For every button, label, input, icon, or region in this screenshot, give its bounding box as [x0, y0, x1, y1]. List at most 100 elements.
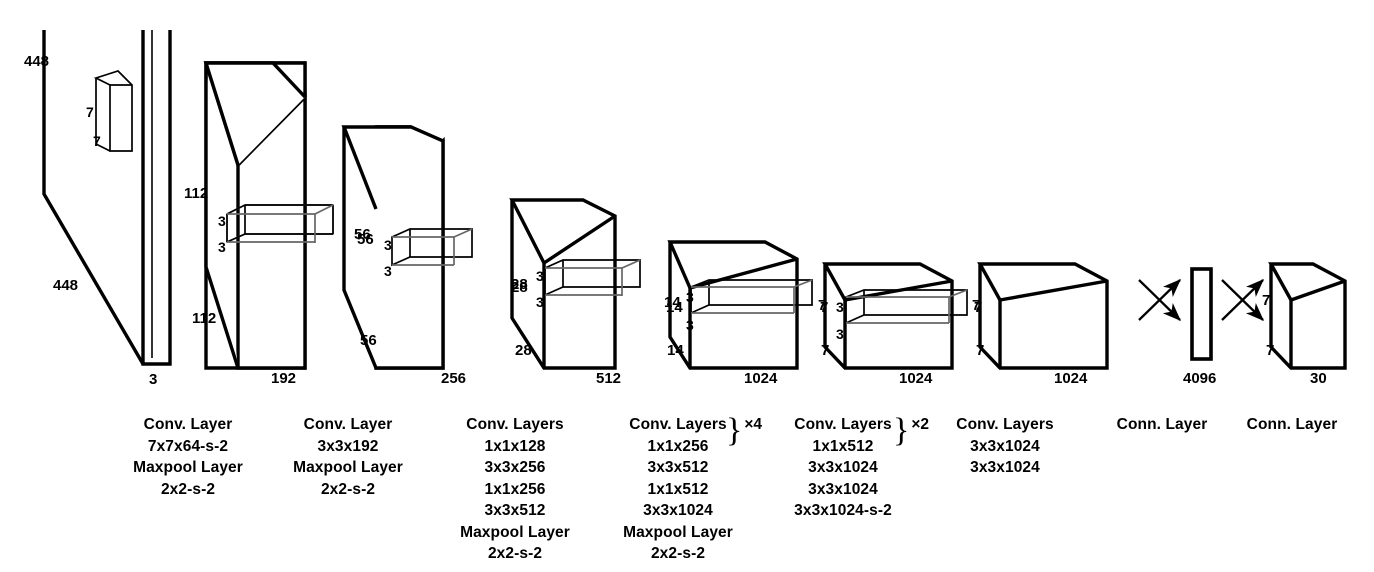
caption-4-line-5: 3x3x1024 [643, 502, 713, 519]
dim-out-height: 7 [1262, 292, 1270, 309]
caption-8-line-1: Conn. Layer [1246, 416, 1338, 433]
dim-fm3-height: 28 [511, 276, 528, 293]
caption-4-repeat: ×4 [744, 416, 763, 433]
dim-fm3-kernel-h: 3 [536, 268, 544, 284]
caption-3-line-5: 3x3x512 [484, 502, 546, 519]
dim-fm4-out: 7 [820, 299, 828, 316]
dim-fm6-depth: 1024 [1054, 370, 1088, 387]
dim-fm3-width: 28 [515, 342, 532, 359]
dim-fm5-depth: 1024 [899, 370, 933, 387]
caption-area: Conv. Layer 7x7x64-s-2 Maxpool Layer 2x2… [0, 402, 1374, 572]
caption-3-line-1: Conv. Layers [466, 416, 564, 433]
dim-fm1-depth: 192 [271, 370, 296, 387]
dim-fm4-depth: 1024 [744, 370, 778, 387]
caption-1-line-3: Maxpool Layer [133, 459, 243, 476]
dim-fm2-out: 28 [511, 279, 528, 296]
caption-5: Conv. Layers 1x1x512 3x3x1024 3x3x1024 3… [768, 414, 918, 522]
fc-connector-1 [1138, 279, 1181, 321]
stage-fc-vector [1190, 267, 1213, 361]
stage-feature-map-1-kernel [226, 204, 334, 244]
caption-4: Conv. Layers 1x1x256 3x3x512 1x1x512 3x3… [608, 414, 748, 565]
caption-4-line-1: Conv. Layers [629, 416, 727, 433]
caption-6: Conv. Layers 3x3x1024 3x3x1024 [935, 414, 1075, 479]
dim-out-width: 7 [1266, 342, 1274, 359]
caption-1-line-4: 2x2-s-2 [160, 480, 216, 498]
caption-4-line-4: 1x1x512 [647, 480, 709, 498]
dim-fm5-kernel-h: 3 [836, 299, 844, 315]
stage-feature-map-4-kernel [690, 279, 813, 315]
dim-fm3-out: 14 [666, 299, 683, 316]
dim-fm2-kernel-w: 3 [384, 263, 392, 279]
caption-3-line-6: Maxpool Layer [460, 523, 570, 541]
caption-3-line-7: 2x2-s-2 [487, 545, 543, 562]
caption-5-line-4: 3x3x1024 [808, 480, 878, 498]
brace-icon: } [726, 412, 743, 449]
dim-fm3-depth: 512 [596, 370, 621, 387]
caption-3-line-2: 1x1x128 [484, 437, 546, 455]
dim-fm4-kernel-h: 3 [686, 289, 694, 305]
caption-6-line-3: 3x3x1024 [970, 459, 1040, 476]
dim-fm1-kernel-h: 3 [218, 213, 226, 229]
dim-input-height: 448 [24, 53, 49, 70]
dim-fm6-width: 7 [976, 342, 984, 359]
dim-fm3-kernel-w: 3 [536, 294, 544, 310]
stage-output-tensor-body [1268, 262, 1347, 370]
dim-fm1-width: 112 [192, 310, 216, 327]
caption-3-line-4: 1x1x256 [484, 480, 546, 498]
dim-input-width: 448 [53, 277, 78, 294]
stage-feature-map-2-kernel [391, 228, 473, 267]
caption-2-line-1: Conv. Layer [303, 416, 393, 433]
caption-7-line-1: Conn. Layer [1116, 416, 1208, 433]
kernel-box-input [93, 70, 133, 152]
caption-5-repeat-group: } ×2 [893, 414, 929, 448]
caption-5-line-5: 3x3x1024-s-2 [794, 502, 892, 519]
caption-2-line-2: 3x3x192 [317, 437, 379, 455]
caption-1-line-1: Conv. Layer [143, 416, 233, 433]
dim-fm4-width: 14 [667, 342, 684, 359]
stage-feature-map-3-kernel [544, 259, 641, 297]
dim-fm2-width: 56 [360, 332, 377, 349]
dim-out-depth: 30 [1310, 370, 1327, 387]
dimension-labels: 448 448 3 7 7 112 112 192 56 3 3 56 56 2… [24, 53, 1327, 388]
dim-fm5-width: 7 [821, 342, 829, 359]
stage-feature-map-2-outline [341, 125, 445, 370]
stage-input-image [42, 30, 172, 366]
dim-fm5-out: 7 [974, 299, 982, 316]
caption-6-line-1: Conv. Layers [956, 416, 1054, 433]
dim-fm5-height: 7 [818, 297, 826, 314]
caption-3-line-3: 3x3x256 [484, 459, 546, 476]
caption-3: Conv. Layers 1x1x128 3x3x256 1x1x256 3x3… [445, 414, 585, 565]
caption-7: Conn. Layer [1092, 414, 1232, 436]
dim-fc-vector: 4096 [1183, 370, 1216, 387]
brace-icon: } [893, 412, 910, 449]
stage-feature-map-5-kernel [845, 289, 968, 325]
caption-2: Conv. Layer 3x3x192 Maxpool Layer 2x2-s-… [278, 414, 418, 500]
stage-feature-map-1-body [203, 61, 307, 370]
caption-5-line-3: 3x3x1024 [808, 459, 878, 476]
dim-fm1-height: 112 [184, 185, 208, 202]
caption-8: Conn. Layer [1222, 414, 1362, 436]
dim-fm2-kernel-h: 3 [384, 237, 392, 253]
dim-fm1-kernel-w: 3 [218, 239, 226, 255]
dim-fm1-out: 56 [354, 226, 371, 243]
stage-feature-map-5-body [822, 262, 954, 370]
dim-fm4-kernel-w: 3 [686, 317, 694, 333]
caption-5-repeat: ×2 [911, 416, 930, 433]
caption-1: Conv. Layer 7x7x64-s-2 Maxpool Layer 2x2… [118, 414, 258, 500]
caption-5-line-2: 1x1x512 [812, 437, 874, 455]
dim-input-kernel-h: 7 [86, 104, 94, 120]
caption-5-line-1: Conv. Layers [794, 416, 892, 433]
dim-fm4-height: 14 [664, 294, 681, 311]
caption-2-line-3: Maxpool Layer [293, 459, 403, 476]
dim-fm5-kernel-w: 3 [836, 326, 844, 342]
dim-fm2-height: 56 [357, 231, 374, 248]
caption-4-line-7: 2x2-s-2 [650, 545, 706, 562]
caption-4-line-3: 3x3x512 [647, 459, 709, 476]
stage-feature-map-6-body [977, 262, 1109, 370]
caption-6-line-2: 3x3x1024 [970, 437, 1040, 455]
dim-fm2-depth: 256 [441, 370, 466, 387]
caption-4-line-6: Maxpool Layer [623, 523, 733, 541]
fc-connector-2 [1221, 279, 1264, 321]
